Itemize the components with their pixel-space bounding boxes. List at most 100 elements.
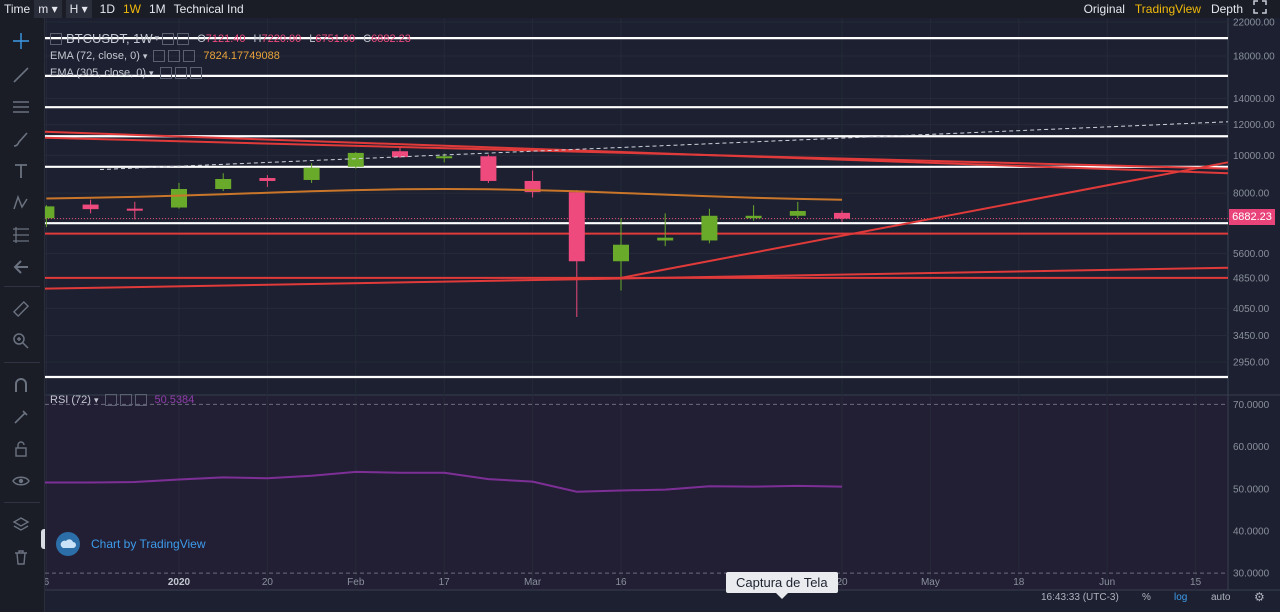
candle-body: [613, 244, 629, 262]
eye-icon[interactable]: [10, 470, 32, 492]
lock-icon[interactable]: [10, 438, 32, 460]
trendline-icon[interactable]: [10, 64, 32, 86]
rsi-tick-label: 40.0000: [1233, 526, 1270, 537]
hour-dropdown[interactable]: H ▾: [65, 0, 92, 18]
auto-toggle[interactable]: auto: [1211, 592, 1231, 603]
chevron-down-icon[interactable]: ▾: [154, 33, 160, 43]
watermark-text: Chart by TradingView: [91, 537, 206, 551]
chevron-down-icon[interactable]: ▾: [149, 67, 154, 78]
zoom-icon[interactable]: [10, 330, 32, 352]
settings-icon[interactable]: [159, 67, 172, 79]
ohlc-close-label: C: [363, 32, 372, 45]
text-icon[interactable]: [10, 160, 32, 182]
eye-icon[interactable]: [177, 32, 190, 45]
ruler-icon[interactable]: [10, 298, 32, 320]
symbol-legend: BTCUSDT, 1W ▾ O 7121.40 H 7220.00 L 6751.00…: [50, 31, 411, 46]
interval-1d-button[interactable]: 1D: [99, 2, 115, 16]
ema72-value: 7824.17749088: [203, 50, 280, 62]
trash-icon[interactable]: [10, 546, 32, 568]
cloud-icon: [56, 532, 80, 556]
price-chart[interactable]: 22000.00 18000.00 14000.00 12000.00 10000.00…: [45, 18, 1280, 612]
candle-body: [215, 178, 232, 190]
percent-toggle[interactable]: %: [1142, 592, 1151, 603]
minute-dropdown-label: m: [38, 2, 49, 16]
lock-drawing-icon[interactable]: [10, 406, 32, 428]
candle-body: [568, 192, 585, 262]
fullscreen-icon[interactable]: [1248, 0, 1280, 18]
horizontal-lines-icon[interactable]: [10, 96, 32, 118]
time-tick-label: Jun: [1099, 577, 1115, 588]
price-tick-label: 4850.00: [1233, 273, 1270, 284]
close-icon[interactable]: [183, 50, 196, 62]
ema305-legend: EMA (305, close, 0) ▾: [50, 67, 202, 79]
time-tick-label: May: [921, 577, 940, 588]
price-axis: 22000.00 18000.00 14000.00 12000.00 10000.00…: [1233, 18, 1275, 580]
price-tick-label: 18000.00: [1233, 51, 1275, 62]
price-tick-label: 5600.00: [1233, 249, 1270, 260]
eye-icon[interactable]: [168, 50, 181, 62]
rsi-label[interactable]: RSI (72): [50, 394, 91, 406]
log-toggle[interactable]: log: [1174, 592, 1188, 603]
time-tick-label: 6: [45, 577, 50, 588]
toolbar-collapse-handle[interactable]: [41, 529, 48, 549]
interval-bar: Time m ▾ H ▾ 1D 1W 1M Technical Ind: [0, 0, 248, 18]
candle-body: [347, 152, 364, 167]
candle-body: [745, 215, 762, 219]
brush-icon[interactable]: [10, 128, 32, 150]
price-tick-label: 4050.00: [1233, 304, 1270, 315]
ema305-label[interactable]: EMA (305, close, 0): [50, 67, 146, 79]
chevron-down-icon[interactable]: ▾: [142, 50, 148, 61]
ohlc-open-label: O: [197, 32, 206, 45]
symbol-toggle-icon[interactable]: [50, 32, 62, 45]
time-tick-label: 2020: [168, 577, 191, 588]
settings-icon[interactable]: [162, 32, 175, 45]
ema72-label[interactable]: EMA (72, close, 0): [50, 50, 140, 62]
ohlc-close-value: 6882.23: [371, 32, 411, 45]
rsi-pane-background: [45, 396, 1228, 590]
last-price-tag: 6882.23: [1229, 209, 1275, 225]
time-button[interactable]: Time: [4, 2, 31, 16]
chevron-down-icon: ▾: [51, 2, 58, 16]
candle-body: [701, 215, 718, 241]
candle-body: [436, 156, 453, 159]
interval-1w-button[interactable]: 1W: [123, 2, 141, 16]
symbol-title[interactable]: BTCUSDT, 1W: [66, 31, 153, 46]
chevron-down-icon[interactable]: ▾: [93, 394, 99, 405]
top-toolbar: Time m ▾ H ▾ 1D 1W 1M Technical Ind Orig…: [0, 0, 1280, 18]
time-tick-label: 15: [1190, 577, 1202, 588]
view-depth-tab[interactable]: Depth: [1210, 2, 1243, 16]
ohlc-low-value: 6751.00: [315, 32, 356, 45]
candle-body: [303, 167, 320, 180]
technical-indicators-button[interactable]: Technical Ind: [173, 2, 244, 16]
settings-icon[interactable]: [104, 394, 117, 406]
time-tick-label: Feb: [347, 577, 365, 588]
tradingview-watermark[interactable]: Chart by TradingView: [56, 531, 206, 557]
settings-icon[interactable]: ⚙: [1254, 590, 1265, 604]
price-tick-label: 10000.00: [1233, 151, 1275, 162]
magnet-icon[interactable]: [10, 374, 32, 396]
minute-dropdown[interactable]: m ▾: [34, 0, 62, 18]
eye-icon[interactable]: [174, 67, 187, 79]
drawings: [45, 121, 1229, 290]
close-icon[interactable]: [134, 394, 147, 406]
price-tick-label: 3450.00: [1233, 331, 1270, 342]
layers-icon[interactable]: [10, 514, 32, 536]
time-tick-label: 18: [1013, 577, 1025, 588]
settings-icon[interactable]: [153, 50, 166, 62]
view-switcher: Original TradingView Depth: [1079, 0, 1280, 18]
close-icon[interactable]: [189, 67, 202, 79]
interval-1m-button[interactable]: 1M: [149, 2, 166, 16]
candle-body: [789, 211, 806, 216]
candle-body: [524, 180, 541, 193]
pattern-icon[interactable]: [10, 192, 32, 214]
view-tradingview-tab[interactable]: TradingView: [1134, 2, 1201, 16]
eye-icon[interactable]: [119, 394, 132, 406]
fib-icon[interactable]: [10, 224, 32, 246]
rsi-tick-label: 60.0000: [1233, 442, 1270, 453]
view-original-tab[interactable]: Original: [1083, 2, 1125, 16]
price-tick-label: 14000.00: [1233, 94, 1275, 105]
crosshair-icon[interactable]: [10, 30, 32, 52]
time-axis: 6 2020 20 Feb 17 Mar 16 20 May 18 Jun 15: [45, 577, 1202, 588]
back-arrow-icon[interactable]: [10, 256, 32, 278]
candle-body: [45, 206, 55, 219]
